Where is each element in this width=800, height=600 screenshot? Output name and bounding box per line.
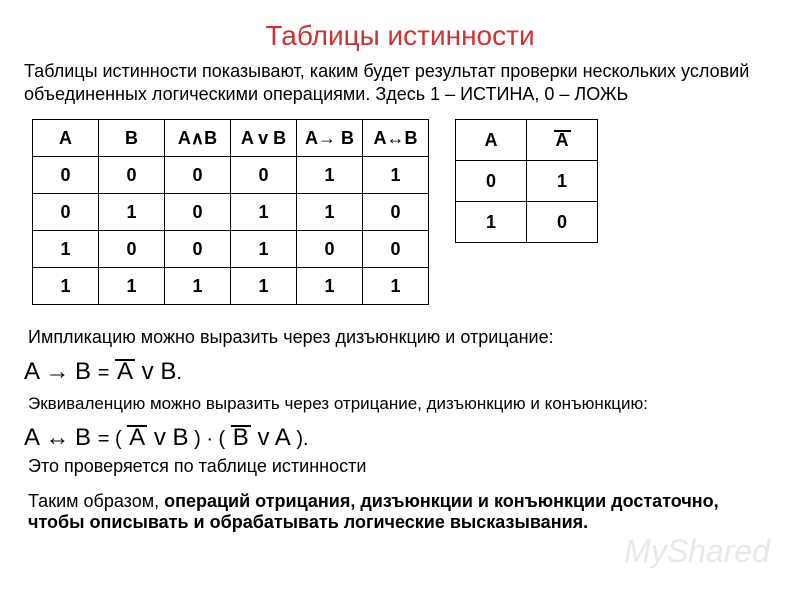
intro-text: Таблицы истинности показывают, каким буд… [24,60,776,105]
cell: 1 [231,194,297,231]
or-op: v [142,358,161,385]
var-b: B [75,358,91,385]
or-op: v [251,424,275,451]
table-row: 0 0 0 0 1 1 [33,157,429,194]
var-b: B [173,424,189,451]
cell: 1 [297,268,363,305]
cell: 0 [165,231,231,268]
cell: 1 [165,268,231,305]
col-not-a: A [527,120,598,161]
equals: = [98,362,115,384]
cell: 0 [99,231,165,268]
tables-container: A B A∧B A v B A→ B A↔B 0 0 0 0 1 1 0 1 0… [24,119,776,305]
col-or: A v B [231,120,297,157]
table-header-row: A A [456,120,598,161]
col-b: B [99,120,165,157]
cell: 0 [33,157,99,194]
table-row: 0 1 0 1 1 0 [33,194,429,231]
double-arrow-icon: ↔ [45,424,68,451]
cell: 1 [99,194,165,231]
col-a: A [456,120,527,161]
table-header-row: A B A∧B A v B A→ B A↔B [33,120,429,157]
table-row: 0 1 [456,161,598,202]
var-a: A [24,358,39,385]
implication-text: Импликацию можно выразить через дизъюнкц… [28,327,776,348]
cell: 1 [231,231,297,268]
check-text: Это проверяется по таблице истинности [28,456,776,477]
var-b: B [160,358,176,385]
or-op: v [147,424,172,451]
cell: 0 [33,194,99,231]
not-a-icon: A [127,425,147,449]
equals: = ( [98,428,127,450]
equivalence-text: Эквиваленцию можно выразить через отрица… [28,394,776,414]
cell: 0 [363,194,429,231]
implication-formula: A → B = A v B. [24,358,776,386]
cell: 0 [165,194,231,231]
page-title: Таблицы истинности [24,20,776,52]
cell: 1 [527,161,598,202]
cell: 0 [456,161,527,202]
var-b: B [75,424,91,451]
not-b-icon: B [231,425,251,449]
cell: 0 [363,231,429,268]
cell: 0 [165,157,231,194]
cell: 1 [363,268,429,305]
cell: 1 [297,157,363,194]
cell: 1 [33,268,99,305]
col-imp: A→ B [297,120,363,157]
var-a: A [275,424,291,451]
watermark-text: MyShared [624,533,770,570]
cell: 1 [297,194,363,231]
cell: 1 [456,202,527,243]
cell: 1 [363,157,429,194]
table-row: 1 0 0 1 0 0 [33,231,429,268]
cell: 1 [33,231,99,268]
conclusion: Таким образом, операций отрицания, дизъю… [28,491,776,533]
table-row: 1 1 1 1 1 1 [33,268,429,305]
paren-end: ). [291,428,309,450]
col-eqv: A↔B [363,120,429,157]
col-a: A [33,120,99,157]
paren-mid: ) · ( [189,428,231,450]
col-and: A∧B [165,120,231,157]
var-a: A [24,424,39,451]
not-a-icon: A [115,359,135,383]
cell: 0 [297,231,363,268]
cell: 1 [231,268,297,305]
overline-a-icon: A [554,130,571,148]
equivalence-formula: A ↔ B = ( A v B ) · ( B v A ). [24,424,776,452]
main-truth-table: A B A∧B A v B A→ B A↔B 0 0 0 0 1 1 0 1 0… [32,119,429,305]
cell: 0 [231,157,297,194]
conclusion-prefix: Таким образом, [28,491,164,511]
cell: 0 [99,157,165,194]
period: . [176,362,182,384]
cell: 0 [527,202,598,243]
table-row: 1 0 [456,202,598,243]
arrow-icon: → [45,358,68,385]
cell: 1 [99,268,165,305]
negation-table: A A 0 1 1 0 [455,119,598,243]
